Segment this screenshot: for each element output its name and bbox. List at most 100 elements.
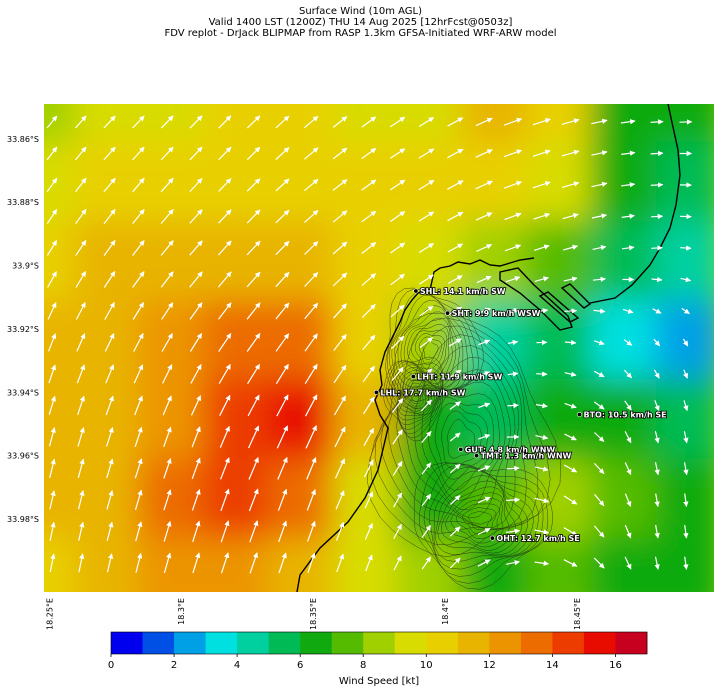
- wind-arrow: [132, 302, 145, 320]
- wind-arrow: [593, 557, 605, 569]
- wind-arrow: [391, 366, 404, 381]
- colorbar-ticks: 0 2 4 6 8 10 12 14 16: [108, 654, 622, 671]
- station-dot[interactable]: [445, 310, 451, 316]
- wind-vectors: [46, 115, 693, 574]
- wind-arrow: [160, 240, 174, 256]
- wind-arrow: [75, 115, 87, 129]
- wind-arrow: [189, 240, 203, 256]
- wind-arrow: [275, 333, 290, 352]
- wind-arrow: [332, 147, 348, 160]
- harbour-breakwater: [499, 267, 573, 331]
- wind-arrow: [247, 363, 261, 385]
- wind-arrow: [449, 369, 462, 379]
- wind-arrow: [304, 178, 319, 192]
- colorbar-swatch: [268, 632, 301, 654]
- wind-arrow: [133, 364, 144, 384]
- wind-arrow: [49, 458, 56, 478]
- station-dot[interactable]: [413, 288, 419, 294]
- wind-arrow: [163, 489, 172, 511]
- contour-line: [391, 362, 442, 430]
- wind-arrow: [449, 401, 461, 410]
- wind-arrow: [361, 116, 377, 128]
- wind-arrow: [304, 363, 318, 385]
- station-dot[interactable]: [373, 389, 379, 395]
- wind-arrow: [475, 180, 493, 190]
- station-label: OHT: 12.7 km/h SE: [496, 534, 579, 543]
- wind-arrow: [132, 208, 145, 224]
- lon-tick-label: 18.35°E: [309, 598, 318, 630]
- harbour-basin: [538, 291, 580, 323]
- wind-arrow: [77, 490, 85, 510]
- wind-arrow: [478, 339, 491, 346]
- wind-arrow: [390, 116, 406, 128]
- wind-arrow: [563, 464, 578, 473]
- wind-arrow: [653, 338, 661, 347]
- wind-arrow: [304, 147, 319, 160]
- field-cell: [655, 458, 714, 542]
- wind-arrow: [623, 369, 633, 379]
- station-label: LHL: 17.7 km/h SW: [380, 388, 465, 397]
- wind-arrow: [103, 177, 116, 193]
- wind-arrow: [275, 115, 290, 129]
- wind-arrow: [564, 371, 577, 377]
- wind-arrow: [362, 365, 375, 383]
- contour-line: [441, 486, 516, 551]
- wind-arrow: [420, 368, 433, 380]
- wind-arrow: [191, 488, 201, 511]
- wind-arrow: [390, 335, 405, 350]
- lon-tick-label: 18.25°E: [45, 598, 54, 630]
- wind-arrow: [447, 180, 464, 190]
- station-dot[interactable]: [489, 535, 495, 541]
- wind-arrow: [304, 241, 319, 255]
- wind-arrow: [475, 117, 493, 127]
- wind-arrow: [507, 339, 519, 346]
- wind-arrow: [393, 492, 403, 508]
- colorbar-tick-label: 2: [171, 660, 177, 671]
- wind-arrow: [418, 242, 435, 254]
- wind-arrow: [361, 242, 377, 254]
- wind-arrow: [333, 334, 347, 351]
- field-cell: [655, 537, 714, 592]
- wind-arrow: [503, 180, 523, 189]
- wind-arrow: [361, 273, 377, 286]
- field-cell: [591, 220, 661, 305]
- field-cell: [268, 379, 337, 463]
- wind-arrow: [303, 209, 319, 224]
- wind-arrow: [189, 146, 203, 161]
- wind-arrow: [304, 115, 319, 129]
- wind-arrow: [192, 520, 201, 543]
- wind-arrow: [363, 427, 375, 446]
- field-cell: [138, 379, 208, 463]
- wind-arrow: [46, 115, 58, 129]
- wind-arrow: [47, 271, 57, 288]
- field-cell: [461, 379, 531, 463]
- wind-arrow: [654, 400, 660, 412]
- wind-arrow: [218, 363, 231, 384]
- wind-arrow: [591, 150, 608, 156]
- station-dot[interactable]: [458, 446, 464, 452]
- wind-arrow: [189, 271, 203, 288]
- wind-arrow: [46, 240, 58, 256]
- station-dot[interactable]: [410, 373, 416, 379]
- wind-arrow: [189, 177, 203, 193]
- wind-arrow: [246, 209, 261, 224]
- wind-arrow: [563, 244, 579, 251]
- wind-arrow: [532, 181, 551, 189]
- map-valid-time: Valid 1400 LST (1200Z) THU 14 Aug 2025 […: [208, 17, 513, 28]
- wind-arrow: [361, 179, 377, 191]
- field-cell: [655, 379, 714, 463]
- wind-arrow: [335, 490, 345, 510]
- wind-arrow: [333, 364, 347, 384]
- wind-arrow: [419, 274, 434, 285]
- wind-arrow: [622, 308, 634, 314]
- colorbar-swatch: [237, 632, 270, 654]
- station-dot[interactable]: [576, 411, 582, 417]
- wind-arrow: [218, 146, 232, 161]
- station-dot[interactable]: [474, 453, 480, 459]
- contour-line: [410, 329, 448, 376]
- wind-arrow: [447, 148, 464, 159]
- wind-arrow: [563, 527, 578, 536]
- wind-arrow: [421, 493, 432, 507]
- contour-line: [422, 340, 439, 360]
- wind-arrow: [503, 117, 523, 126]
